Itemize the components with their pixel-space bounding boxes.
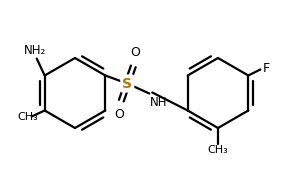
- Text: NH₂: NH₂: [24, 44, 46, 58]
- Text: F: F: [262, 62, 269, 75]
- Text: O: O: [115, 108, 124, 121]
- Text: CH₃: CH₃: [208, 145, 228, 155]
- Text: O: O: [130, 45, 140, 59]
- Text: CH₃: CH₃: [18, 112, 38, 121]
- Text: S: S: [122, 77, 132, 90]
- Text: NH: NH: [150, 96, 168, 108]
